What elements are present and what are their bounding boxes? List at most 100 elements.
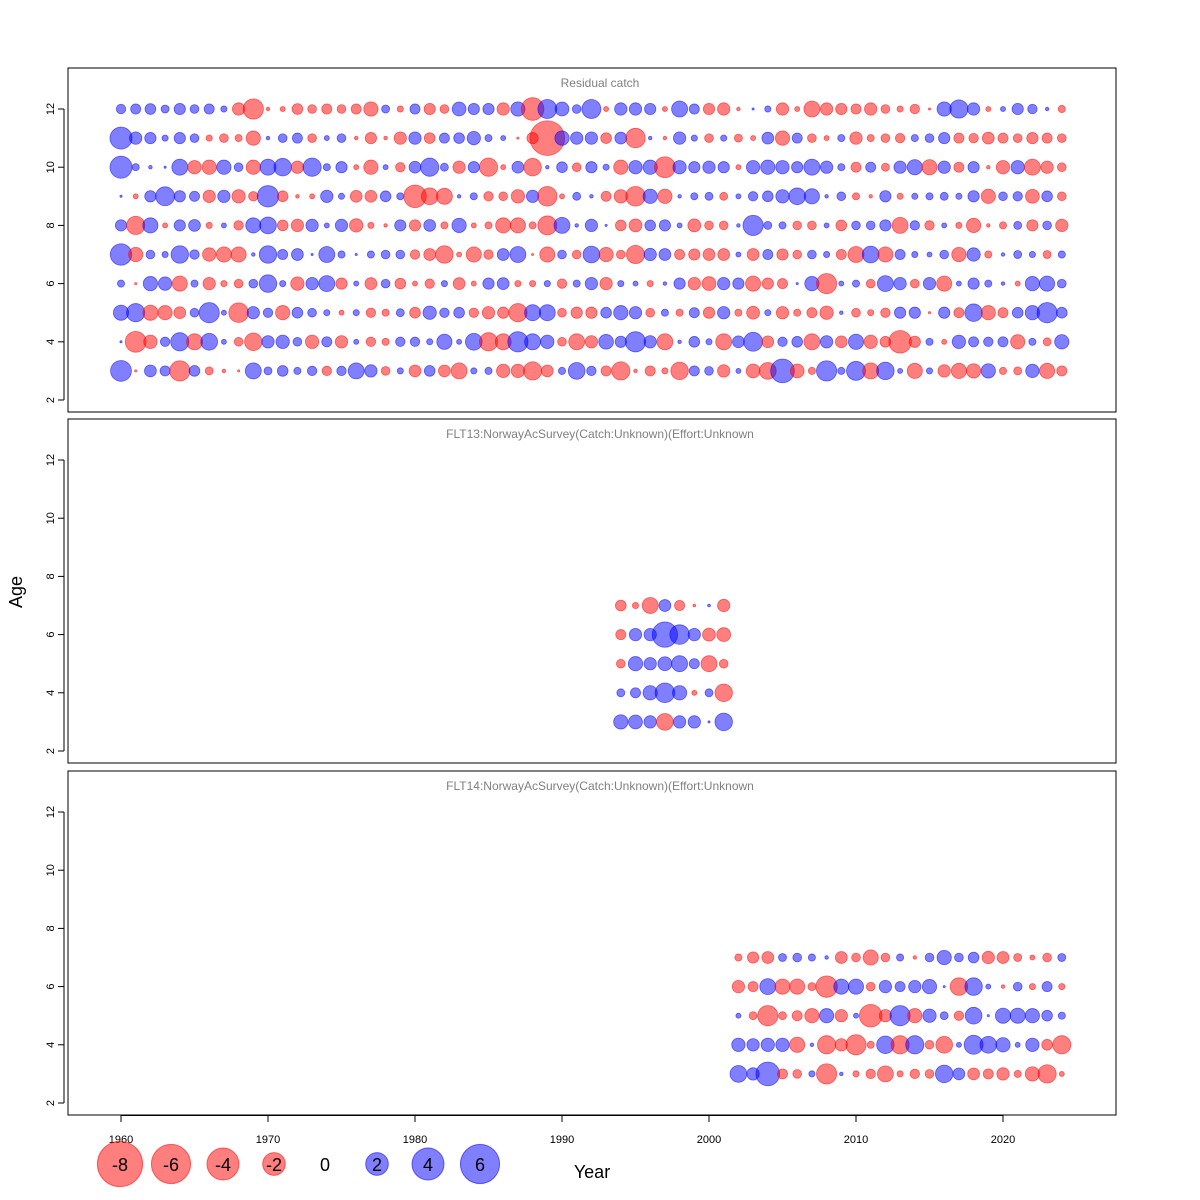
bubble-2002-age8 [736, 223, 741, 228]
bubble-1998-age3 [670, 361, 689, 381]
bubble-1999-age4 [691, 689, 698, 696]
bubble-2015-age3 [924, 1069, 935, 1079]
bubble-1977-age6 [364, 277, 378, 290]
bubble-2010-age10 [850, 161, 862, 173]
bubble-1995-age6 [632, 280, 639, 287]
bubble-1986-age6 [496, 277, 510, 290]
bubble-1989-age10 [545, 165, 550, 170]
bubble-1996-age7 [641, 597, 659, 614]
bubble-2015-age8 [924, 220, 935, 231]
bubble-1982-age10 [439, 162, 449, 172]
bubble-2009-age6 [833, 978, 850, 995]
bubble-1982-age3 [438, 364, 451, 378]
bubble-1991-age3 [567, 362, 586, 380]
bubble-1991-age6 [572, 279, 581, 288]
bubble-2012-age6 [878, 980, 892, 994]
bubble-2017-age12 [949, 99, 969, 119]
bubble-1962-age3 [144, 364, 157, 378]
bubble-2008-age5 [819, 1008, 835, 1024]
bubble-2020-age3 [999, 366, 1007, 375]
bubble-1993-age12 [603, 106, 610, 112]
bubble-2003-age12 [751, 107, 755, 111]
bubble-1961-age6 [134, 282, 138, 286]
bubble-2021-age7 [1013, 250, 1023, 259]
bubble-2022-age8 [1026, 219, 1039, 232]
bubble-2023-age3 [1037, 1064, 1057, 1084]
bubble-1995-age9 [625, 186, 646, 207]
y-tick-label: 12 [45, 103, 57, 115]
bubble-1979-age11 [393, 131, 407, 145]
bubble-2021-age4 [1010, 334, 1026, 350]
bubble-1973-age11 [307, 133, 317, 143]
bubble-2016-age6 [936, 275, 953, 292]
bubble-1994-age7 [616, 249, 626, 260]
bubble-2017-age4 [951, 334, 966, 349]
bubble-2003-age7 [747, 951, 760, 964]
bubble-2017-age8 [955, 221, 963, 229]
bubble-2006-age10 [791, 161, 804, 174]
bubble-2012-age5 [880, 307, 891, 318]
bubble-2001-age12 [717, 102, 731, 116]
bubble-2014-age8 [909, 220, 920, 231]
bubble-2014-age4 [905, 1035, 925, 1055]
bubble-1997-age7 [658, 599, 672, 612]
bubble-1960-age3 [110, 360, 132, 382]
bubble-1978-age8 [383, 223, 388, 228]
bubble-2019-age4 [983, 336, 994, 347]
bubble-1971-age3 [276, 365, 289, 377]
bubble-2020-age3 [996, 1067, 1010, 1081]
bubble-1967-age11 [219, 133, 229, 143]
bubble-2018-age7 [967, 951, 980, 964]
bubble-1985-age11 [484, 134, 493, 143]
bubble-2019-age7 [981, 950, 995, 965]
bubble-2004-age7 [762, 249, 774, 260]
bubble-2009-age7 [834, 951, 848, 964]
bubble-1966-age8 [205, 221, 213, 229]
bubble-2001-age5 [718, 658, 729, 669]
bubble-2004-age5 [757, 1005, 779, 1027]
bubble-1979-age4 [395, 336, 406, 347]
bubble-2011-age11 [866, 134, 875, 143]
bubble-1987-age8 [509, 217, 526, 234]
bubble-1986-age3 [496, 363, 511, 378]
bubble-1999-age12 [688, 103, 700, 115]
bubble-2020-age9 [998, 191, 1008, 202]
bubble-1967-age6 [220, 280, 228, 288]
bubble-1990-age8 [553, 216, 571, 234]
bubble-1997-age8 [658, 219, 671, 232]
bubble-1985-age6 [482, 277, 495, 290]
bubble-1978-age5 [381, 308, 390, 317]
bubble-1981-age12 [423, 102, 436, 116]
bubble-2016-age4 [935, 1036, 953, 1054]
bubble-1984-age7 [465, 246, 482, 263]
bubble-2022-age5 [1024, 1008, 1040, 1024]
bubble-1968-age10 [233, 162, 244, 172]
bubble-1979-age10 [395, 162, 406, 173]
bubble-2010-age7 [851, 952, 861, 963]
bubble-1962-age6 [142, 276, 158, 292]
bubble-1967-age4 [220, 338, 227, 345]
bubble-1973-age5 [307, 307, 317, 318]
bubble-1991-age10 [571, 162, 582, 172]
bubble-2009-age5 [834, 1009, 848, 1023]
bubble-2003-age5 [746, 305, 760, 320]
bubble-1987-age6 [514, 280, 522, 288]
bubble-2007-age10 [803, 158, 821, 176]
bubble-1972-age4 [292, 337, 303, 347]
bubble-1974-age12 [321, 103, 333, 115]
bubble-1961-age11 [129, 131, 143, 145]
bubble-1977-age9 [364, 189, 378, 203]
bubble-1996-age5 [645, 307, 655, 318]
bubble-1970-age12 [265, 106, 271, 112]
bubble-2014-age11 [910, 134, 919, 143]
bubble-2014-age5 [908, 306, 921, 319]
bubble-1976-age7 [354, 252, 358, 257]
bubble-2008-age11 [823, 135, 830, 142]
bubble-2019-age8 [986, 223, 991, 228]
bubble-2002-age6 [731, 980, 745, 994]
bubble-1984-age12 [467, 102, 480, 116]
bubble-1992-age8 [584, 218, 598, 232]
bubble-1979-age7 [395, 249, 406, 260]
bubble-1983-age12 [451, 101, 467, 117]
bubble-2022-age3 [1025, 363, 1040, 378]
